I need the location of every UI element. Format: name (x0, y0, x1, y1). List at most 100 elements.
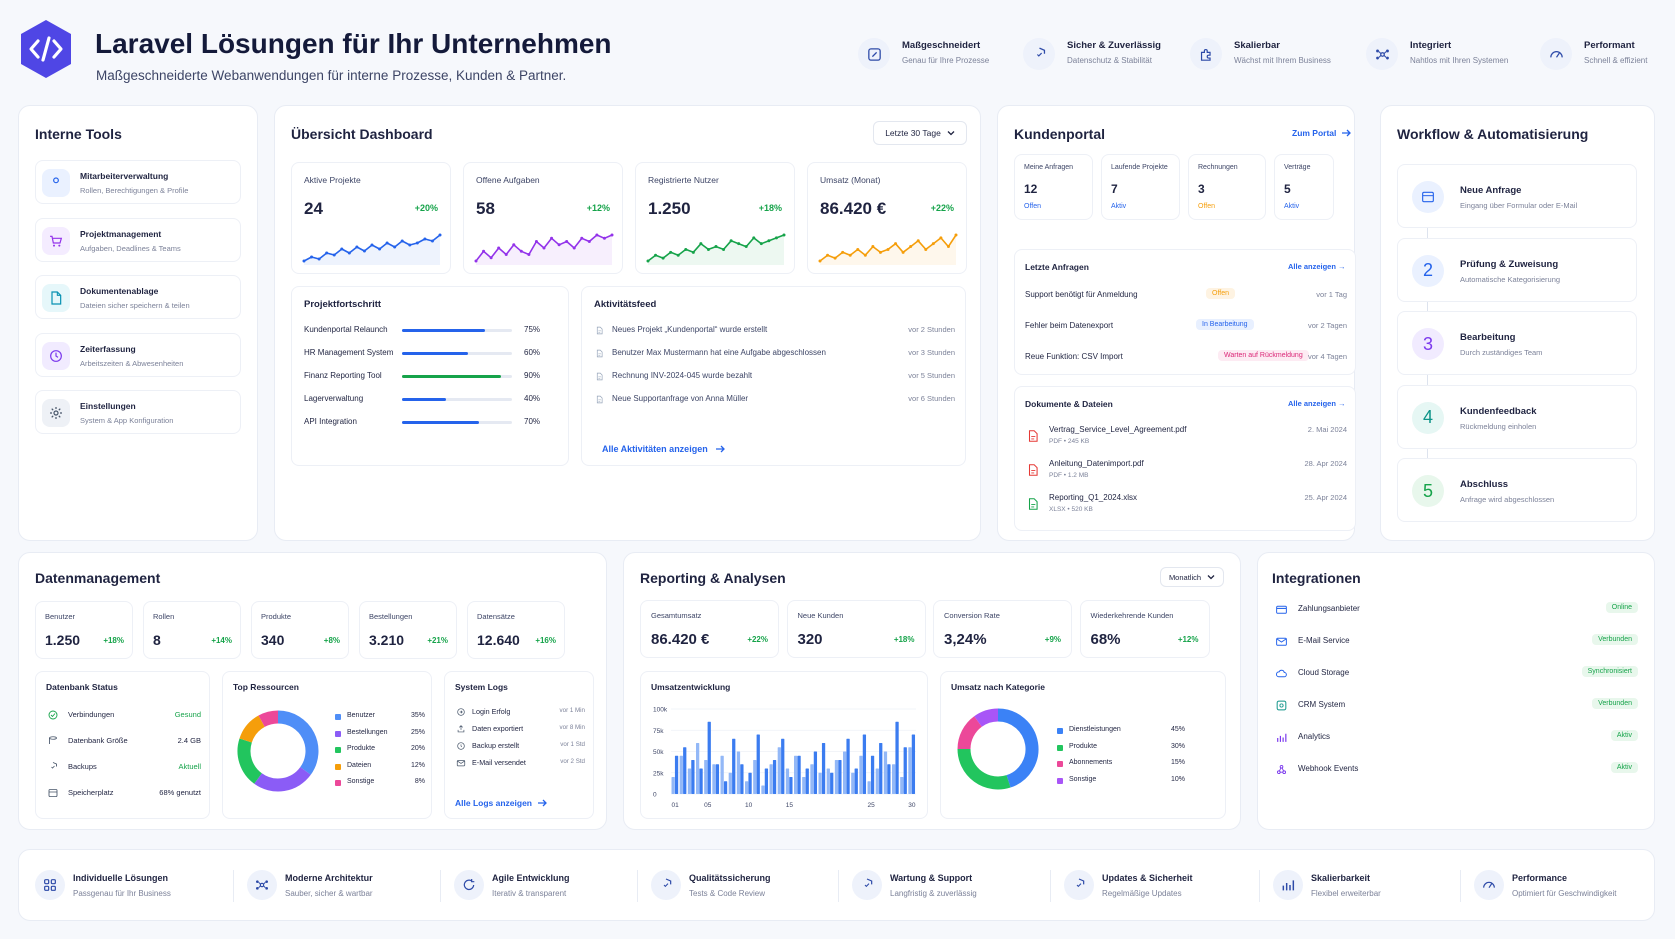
portal-stat-rechnungen[interactable]: Rechnungen 3 Offen (1188, 154, 1266, 220)
integration-crm-system[interactable]: CRM System Verbunden (1258, 696, 1656, 716)
log-text: E-Mail versendet (472, 758, 526, 767)
request-row[interactable]: Reue Funktion: CSV Import Warten auf Rück… (1015, 350, 1357, 368)
tool-item-projektmanagement[interactable]: Projektmanagement Aufgaben, Deadlines & T… (35, 217, 241, 262)
tool-item-einstellungen[interactable]: Einstellungen System & App Konfiguration (35, 390, 241, 434)
workflow-step-pruefung-zuweisung[interactable]: 2 Prüfung & Zuweisung Automatische Kategor… (1397, 237, 1637, 302)
log-time: vor 1 Std (560, 741, 585, 748)
kpi-card-offene-aufgaben: Offene Aufgaben 58 +12% (463, 162, 623, 274)
all-activities-link[interactable]: Alle Aktivitäten anzeigen (602, 444, 726, 454)
integration-zahlungsanbieter[interactable]: Zahlungsanbieter Online (1258, 600, 1656, 620)
tool-item-mitarbeiterverwaltung[interactable]: Mitarbeiterverwaltung Rollen, Berechtigun… (35, 160, 241, 204)
legend-name: Produkte (1069, 742, 1098, 750)
edit-icon (858, 38, 890, 70)
resource-slice-produkte (237, 738, 263, 784)
all-logs-label: Alle Logs anzeigen (455, 798, 532, 808)
integration-e-mail-service[interactable]: E-Mail Service Verbunden (1258, 632, 1656, 652)
data-stat-delta: +21% (427, 636, 448, 645)
log-row: Backup erstellt vor 1 Std (445, 740, 595, 752)
requests-show-all-link[interactable]: Alle anzeigen → (1288, 262, 1346, 271)
workflow-step-number: 2 (1412, 254, 1444, 287)
internal-tools-card: Interne Tools Mitarbeiterverwaltung Rolle… (18, 105, 258, 541)
revenue-bar (810, 764, 814, 794)
document-row[interactable]: Vertrag_Service_Level_Agreement.pdf PDF •… (1015, 425, 1357, 453)
docs-show-all-link[interactable]: Alle anzeigen → (1288, 399, 1346, 408)
footer-feature-sub: Langfristig & zuverlässig (890, 889, 977, 898)
arrow-right-icon (1342, 129, 1352, 137)
db-status-title: Datenbank Status (46, 682, 118, 692)
workflow-step-bearbeitung[interactable]: 3 Bearbeitung Durch zuständiges Team (1397, 311, 1637, 375)
revenue-chart-panel: Umsatzentwicklung 100k 75k 50k 25k 0 01 05 10 15… (640, 671, 928, 819)
footer-feature-sub: Passgenau für Ihr Business (73, 889, 171, 898)
footer-feature-title: Performance (1512, 873, 1568, 883)
footer-feature-title: Agile Entwicklung (492, 873, 570, 883)
footer-feature-title: Wartung & Support (890, 873, 973, 883)
resource-slice-bestellungen (254, 766, 311, 792)
progress-row-hr-management-system: HR Management System 60% (292, 348, 570, 364)
date-range-select[interactable]: Letzte 30 Tage (873, 121, 967, 145)
integration-name: Analytics (1298, 732, 1331, 741)
header-feature-massgeschneidert: Maßgeschneidert Genau für Ihre Prozesse (858, 36, 1018, 72)
tool-item-dokumentenablage[interactable]: Dokumentenablage Dateien sicher speichern… (35, 275, 241, 319)
document-row[interactable]: Reporting_Q1_2024.xlsx XLSX • 520 KB 25. A… (1015, 493, 1357, 521)
footer-feature-updates-sicherheit: Updates & Sicherheit Regelmäßige Updates (1064, 868, 1254, 904)
workflow-step-neue-anfrage[interactable]: Neue Anfrage Eingang über Formular oder E… (1397, 164, 1637, 228)
progress-pct: 60% (524, 348, 541, 357)
integrations-title: Integrationen (1272, 570, 1361, 586)
activity-text: Rechnung INV-2024-045 wurde bezahlt (612, 371, 753, 380)
activity-time: vor 6 Stunden (908, 394, 955, 403)
workflow-step-kundenfeedback[interactable]: 4 Kundenfeedback Rückmeldung einholen (1397, 384, 1637, 449)
chevron-down-icon (947, 131, 955, 136)
progress-name: HR Management System (304, 348, 394, 357)
footer-feature-icon-wrap (35, 870, 65, 900)
legend-name: Dienstleistungen (1069, 726, 1121, 733)
integration-status-badge: Aktiv (1610, 730, 1638, 741)
legend-name: Abonnements (1069, 759, 1113, 766)
integration-status-badge: Verbunden (1592, 634, 1638, 645)
data-stat-label: Bestellungen (369, 612, 413, 621)
top-resources-donut (237, 710, 319, 792)
activity-item[interactable]: Neues Projekt „Kundenportal“ wurde erste… (582, 325, 967, 341)
activity-item[interactable]: Benutzer Max Mustermann hat eine Aufgabe… (582, 348, 967, 364)
header-feature-sub: Schnell & effizient (1584, 56, 1648, 65)
category-slice-dienstleistungen (997, 708, 1039, 788)
activity-feed-title: Aktivitätsfeed (594, 299, 657, 310)
activity-text: Neues Projekt „Kundenportal“ wurde erste… (612, 325, 768, 334)
db-status-row-backups: Backups Aktuell (36, 760, 211, 774)
integration-analytics[interactable]: Analytics Aktiv (1258, 728, 1656, 748)
integration-webhook-events[interactable]: Webhook Events Aktiv (1258, 760, 1656, 780)
activity-item[interactable]: Rechnung INV-2024-045 wurde bezahlt vor 5… (582, 371, 967, 387)
kpi-card-umsatz-monat: Umsatz (Monat) 86.420 € +22% (807, 162, 967, 274)
request-row[interactable]: Support benötigt für Anmeldung Offen vor 1… (1015, 288, 1357, 306)
header-feature-icon-wrap (1540, 38, 1572, 70)
app-logo (18, 18, 74, 80)
footer-feature-icon-wrap (852, 870, 882, 900)
portal-stat-value: 5 (1284, 182, 1291, 196)
portal-stat-laufende-projekte[interactable]: Laufende Projekte 7 Aktiv (1101, 154, 1180, 220)
revenue-bar (699, 768, 703, 794)
legend-pct: 25% (410, 728, 425, 736)
log-text: Login Erfolg (472, 707, 511, 716)
tool-item-title: Dokumentenablage (80, 286, 159, 296)
kpi-sparkline (474, 233, 614, 265)
activity-item[interactable]: Neue Supportanfrage von Anna Müller vor 6… (582, 394, 967, 410)
revenue-bar (772, 760, 777, 794)
portal-stat-meine-anfragen[interactable]: Meine Anfragen 12 Offen (1014, 154, 1093, 220)
workflow-step-title: Prüfung & Zuweisung (1460, 258, 1559, 270)
document-row[interactable]: Anleitung_Datenimport.pdf PDF • 1.2 MB 28.… (1015, 459, 1357, 487)
tool-item-zeiterfassung[interactable]: Zeiterfassung Arbeitszeiten & Abwesenheit… (35, 332, 241, 377)
header-feature-sub: Genau für Ihre Prozesse (902, 56, 990, 65)
workflow-step-abschluss[interactable]: 5 Abschluss Anfrage wird abgeschlossen (1397, 458, 1637, 522)
reporting-range-select[interactable]: Monatlich (1160, 567, 1224, 587)
to-portal-link[interactable]: Zum Portal (1292, 128, 1352, 138)
progress-pct: 70% (524, 417, 541, 426)
all-logs-link[interactable]: Alle Logs anzeigen (455, 798, 548, 808)
kpi-delta: +22% (930, 203, 954, 213)
category-chart-title: Umsatz nach Kategorie (951, 682, 1045, 692)
request-row[interactable]: Fehler beim Datenexport In Bearbeitung vor… (1015, 319, 1357, 337)
header-feature-skalierbar: Skalierbar Wächst mit Ihrem Business (1190, 36, 1350, 72)
footer-divider (1050, 870, 1051, 902)
workflow-step-title: Abschluss (1460, 479, 1509, 490)
kpi-sparkline (302, 233, 442, 265)
integration-cloud-storage[interactable]: Cloud Storage Synchronisiert (1258, 664, 1656, 684)
portal-stat-vertraege[interactable]: Verträge 5 Aktiv (1274, 154, 1334, 220)
